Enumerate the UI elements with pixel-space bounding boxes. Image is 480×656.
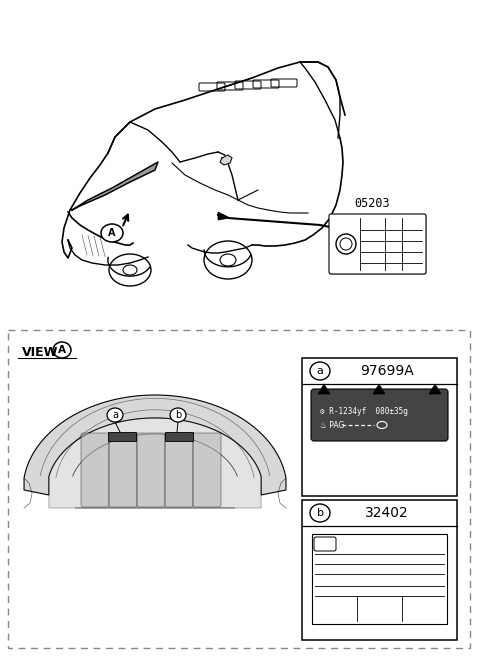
Bar (312, 534, 447, 624)
Ellipse shape (170, 408, 186, 422)
Bar (302, 500, 457, 640)
Polygon shape (220, 155, 232, 165)
FancyBboxPatch shape (137, 433, 165, 507)
Bar (8, 330, 470, 648)
Ellipse shape (107, 408, 123, 422)
Bar (330, 215, 425, 273)
Text: 32402: 32402 (365, 506, 409, 520)
Text: b: b (175, 410, 181, 420)
FancyBboxPatch shape (81, 433, 109, 507)
Polygon shape (318, 384, 330, 394)
Text: A: A (58, 345, 66, 355)
Polygon shape (24, 395, 286, 495)
FancyBboxPatch shape (329, 214, 426, 274)
FancyBboxPatch shape (109, 433, 137, 507)
Polygon shape (49, 418, 261, 508)
Text: VIEW: VIEW (22, 346, 59, 358)
Ellipse shape (336, 234, 356, 254)
Polygon shape (218, 212, 230, 220)
Ellipse shape (53, 342, 71, 358)
Bar (108, 432, 136, 441)
Polygon shape (72, 162, 158, 210)
Ellipse shape (101, 224, 123, 242)
Ellipse shape (310, 362, 330, 380)
Text: a: a (112, 410, 118, 420)
Polygon shape (373, 384, 385, 394)
Bar (302, 358, 457, 496)
Bar (165, 432, 193, 441)
Ellipse shape (310, 504, 330, 522)
FancyBboxPatch shape (311, 389, 448, 441)
FancyBboxPatch shape (314, 537, 336, 551)
Text: ♨ PAG: ♨ PAG (320, 420, 344, 430)
Polygon shape (429, 384, 441, 394)
Ellipse shape (123, 265, 137, 275)
FancyBboxPatch shape (193, 433, 221, 507)
Text: ⚙ R-1234yf  080±35g: ⚙ R-1234yf 080±35g (320, 407, 408, 417)
Text: 97699A: 97699A (360, 364, 414, 378)
Text: A: A (108, 228, 116, 238)
Text: 05203: 05203 (354, 197, 390, 210)
Text: a: a (317, 366, 324, 376)
Text: b: b (316, 508, 324, 518)
Ellipse shape (220, 254, 236, 266)
FancyBboxPatch shape (165, 433, 193, 507)
